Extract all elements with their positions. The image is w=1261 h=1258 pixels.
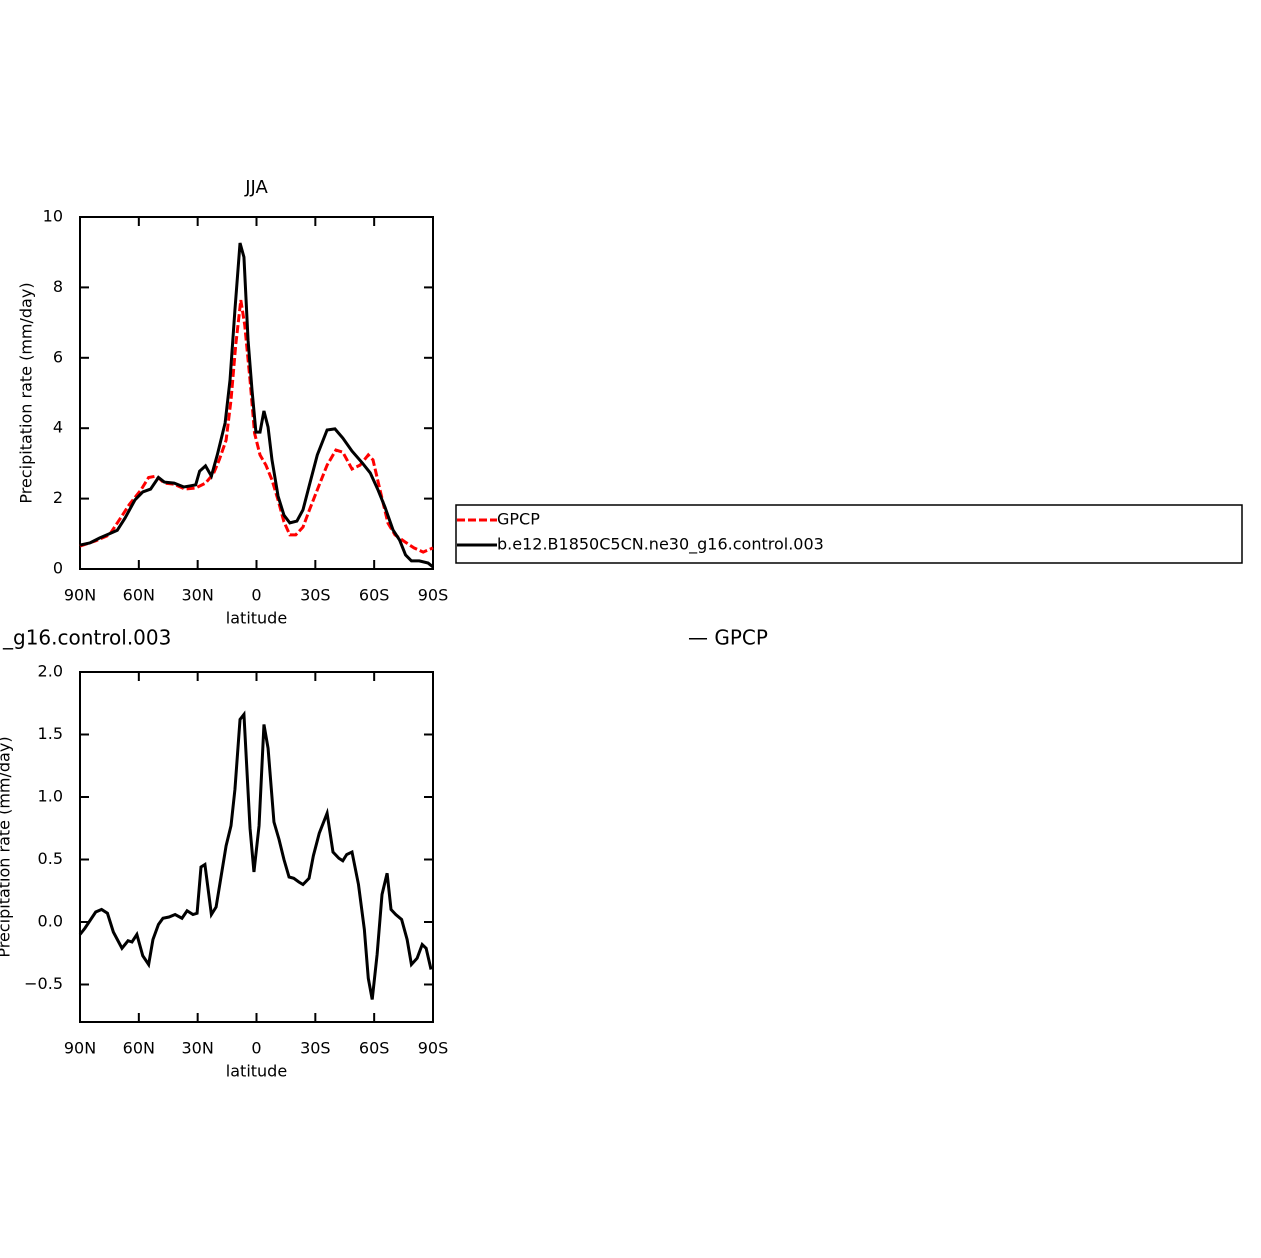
data-line [79,242,434,569]
x-tick-label: 60S [359,1039,390,1058]
x-tick-label: 30N [182,1039,214,1058]
y-tick-label: 6 [53,347,63,366]
x-tick-label: 30S [300,586,331,605]
chart-title: — GPCP [688,626,768,650]
y-axis-label: Precipitation rate (mm/day) [17,282,36,503]
legend-label: GPCP [497,510,540,529]
x-tick-label: 0 [251,1039,261,1058]
chart-title: JJA [244,177,268,198]
legend-label: b.e12.B1850C5CN.ne30_g16.control.003 [497,535,824,555]
x-axis-label: latitude [226,1062,287,1081]
plot-frame [79,216,434,570]
x-tick-label: 90N [64,1039,96,1058]
y-tick-label: 1.0 [38,787,63,806]
x-tick-label: 60N [123,586,155,605]
legend-box [455,504,1243,564]
y-tick-label: 2 [53,488,63,507]
y-tick-label: 0.5 [38,849,63,868]
chart-title: _g16.control.003 [2,626,171,650]
x-tick-label: 90N [64,586,96,605]
y-tick-label: 0.0 [38,912,63,931]
y-tick-label: 1.5 [38,724,63,743]
x-tick-label: 90S [418,1039,449,1058]
x-tick-label: 30S [300,1039,331,1058]
x-tick-label: 60N [123,1039,155,1058]
y-axis-label: Precipitation rate (mm/day) [0,736,14,957]
x-tick-label: 0 [251,586,261,605]
data-line [78,710,433,1000]
y-tick-label: 4 [53,418,63,437]
y-tick-label: 8 [53,277,63,296]
y-tick-label: −0.5 [24,974,63,993]
x-tick-label: 60S [359,586,390,605]
x-axis-label: latitude [226,609,287,628]
y-tick-label: 10 [43,207,63,226]
x-tick-label: 90S [418,586,449,605]
x-tick-label: 30N [182,586,214,605]
y-tick-label: 2.0 [38,662,63,681]
y-tick-label: 0 [53,559,63,578]
